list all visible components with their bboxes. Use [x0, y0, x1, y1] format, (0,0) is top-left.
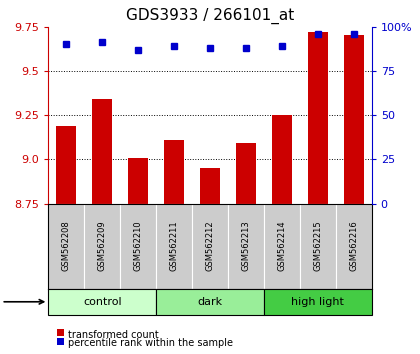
- Bar: [336, 204, 372, 289]
- Bar: [164, 140, 184, 204]
- Bar: [56, 126, 76, 204]
- Text: percentile rank within the sample: percentile rank within the sample: [68, 338, 234, 348]
- Bar: [92, 99, 112, 204]
- Text: transformed count: transformed count: [68, 330, 159, 339]
- Bar: [264, 289, 372, 315]
- Text: dark: dark: [197, 297, 223, 307]
- Bar: [156, 204, 192, 289]
- Bar: [156, 289, 264, 315]
- Bar: [300, 204, 336, 289]
- Bar: [48, 204, 84, 289]
- Text: GSM562212: GSM562212: [205, 221, 215, 272]
- Bar: [200, 168, 220, 204]
- Bar: [272, 115, 292, 204]
- Text: high light: high light: [291, 297, 344, 307]
- Bar: [228, 204, 264, 289]
- Bar: [84, 204, 120, 289]
- Text: GSM562210: GSM562210: [134, 221, 143, 272]
- Bar: [236, 143, 256, 204]
- Text: stress: stress: [0, 297, 44, 307]
- Text: GSM562213: GSM562213: [241, 221, 250, 272]
- Title: GDS3933 / 266101_at: GDS3933 / 266101_at: [126, 7, 294, 24]
- Text: control: control: [83, 297, 121, 307]
- Bar: [128, 158, 148, 204]
- Text: GSM562208: GSM562208: [62, 221, 71, 272]
- Text: GSM562209: GSM562209: [98, 221, 107, 272]
- Text: GSM562211: GSM562211: [170, 221, 178, 272]
- Bar: [308, 32, 328, 204]
- Bar: [264, 204, 300, 289]
- Bar: [192, 204, 228, 289]
- Text: GSM562214: GSM562214: [277, 221, 286, 272]
- Text: GSM562215: GSM562215: [313, 221, 322, 272]
- Bar: [344, 35, 364, 204]
- Bar: [48, 289, 156, 315]
- Bar: [120, 204, 156, 289]
- Text: GSM562216: GSM562216: [349, 221, 358, 272]
